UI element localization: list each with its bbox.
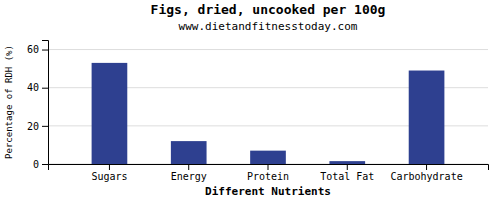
tick: Protein <box>247 164 289 182</box>
grid <box>48 50 488 164</box>
x-axis: Sugars Energy Protein Total Fat Carbohydrate <box>49 164 489 182</box>
tick-mark <box>188 164 189 170</box>
tick: 0 <box>33 159 48 170</box>
axis-line <box>49 165 489 171</box>
tick-mark <box>42 126 48 127</box>
chart-svg: 0 20 40 60 Sugars Energy Protein Total Fat Carbo… <box>0 0 500 200</box>
title: Figs, dried, uncooked per 100g <box>151 2 386 17</box>
tick-label: Protein <box>247 171 289 182</box>
tick: Sugars <box>91 164 127 182</box>
tick-label: Carbohydrate <box>390 171 462 182</box>
tick-mark <box>347 164 348 170</box>
tick-mark <box>42 50 48 51</box>
bar <box>92 63 128 164</box>
axis-line <box>42 41 49 165</box>
tick-label: Energy <box>171 171 207 182</box>
tick-label: Sugars <box>91 171 127 182</box>
tick-mark <box>42 88 48 89</box>
chart-container: 0 20 40 60 Sugars Energy Protein Total Fat Carbo… <box>0 0 500 200</box>
bars <box>92 63 445 164</box>
bar <box>409 71 445 164</box>
tick-label: Total Fat <box>320 171 374 182</box>
tick: 60 <box>27 44 48 55</box>
x-axis-label: Different Nutrients <box>205 185 331 198</box>
tick-mark <box>268 164 269 170</box>
tick: 20 <box>27 121 48 132</box>
tick: Carbohydrate <box>390 164 462 182</box>
bar <box>250 151 286 164</box>
tick-mark <box>426 164 427 170</box>
bar <box>329 161 365 164</box>
bar <box>171 141 207 164</box>
tick: Total Fat <box>320 164 374 182</box>
tick-label: 0 <box>33 159 39 170</box>
y-axis-label: Percentage of RDH (%) <box>4 45 14 159</box>
plot-area: 0 20 40 60 Sugars Energy Protein Total Fat Carbo… <box>27 41 489 183</box>
tick-label: 60 <box>27 44 39 55</box>
tick-mark <box>42 164 48 165</box>
tick-label: 40 <box>27 82 39 93</box>
tick-mark <box>109 164 110 170</box>
tick-label: 20 <box>27 121 39 132</box>
subtitle: www.dietandfitnesstoday.com <box>179 20 358 33</box>
grid-line <box>48 49 488 50</box>
y-axis: 0 20 40 60 <box>27 41 49 170</box>
tick: 40 <box>27 82 48 93</box>
tick: Energy <box>171 164 207 182</box>
